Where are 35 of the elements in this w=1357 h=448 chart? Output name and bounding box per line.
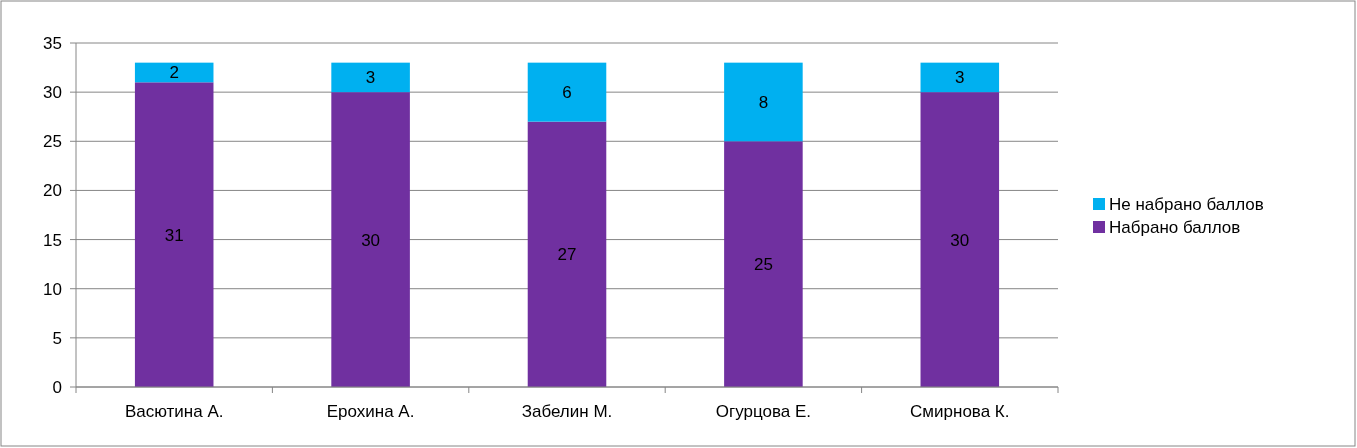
x-tick-label: Огурцова Е.: [715, 402, 812, 421]
bar: [724, 62, 803, 142]
data-label: 27: [557, 245, 577, 265]
data-label: 25: [753, 255, 773, 275]
y-tick-label: 10: [43, 279, 62, 299]
bar: [724, 141, 803, 387]
y-tick-label: 5: [52, 328, 62, 348]
x-tick-label: Забелин М.: [521, 402, 613, 421]
bar: [134, 62, 214, 83]
y-tick-label: 35: [43, 33, 62, 53]
x-tick-label: Васютина А.: [124, 402, 224, 421]
data-label: 6: [562, 83, 572, 103]
data-label: 8: [758, 92, 769, 112]
y-tick-label: 25: [43, 132, 62, 152]
data-label: 3: [955, 68, 965, 88]
bar: [527, 62, 607, 122]
x-tick-label: Ерохина А.: [326, 402, 415, 421]
y-tick-label: 20: [43, 181, 62, 201]
legend-label: Не набрано баллов: [1109, 194, 1264, 214]
bar: [920, 92, 1000, 387]
bar: [920, 62, 1000, 93]
bar: [331, 92, 410, 387]
bar: [527, 121, 607, 387]
bar: [134, 82, 214, 387]
x-tick-label: Смирнова К.: [910, 402, 1010, 421]
bar: [331, 62, 410, 93]
y-tick-label: 30: [43, 83, 62, 103]
y-tick-label: 15: [43, 230, 62, 250]
data-label: 3: [365, 68, 376, 88]
data-label: 30: [361, 230, 381, 250]
legend-label: Набрано баллов: [1109, 217, 1241, 237]
y-tick-label: 0: [52, 377, 62, 397]
data-label: 31: [164, 225, 184, 245]
data-label: 2: [169, 63, 179, 83]
data-label: 30: [950, 230, 970, 250]
